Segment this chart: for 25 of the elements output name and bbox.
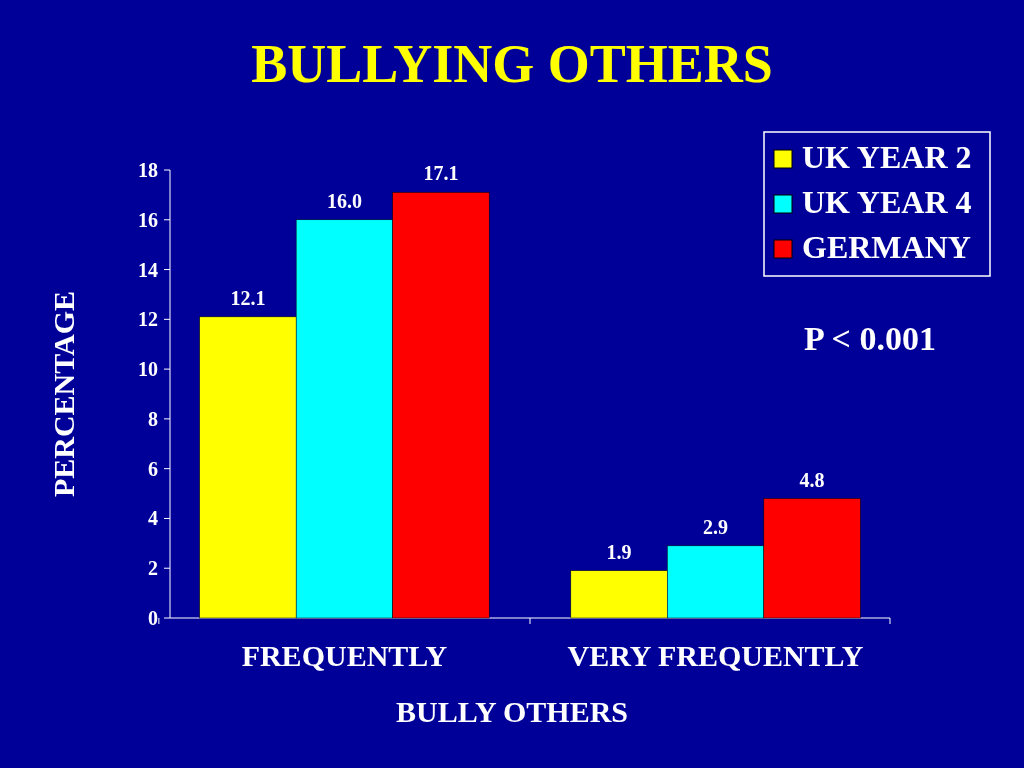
x-tick-label: FREQUENTLY	[241, 639, 448, 672]
legend-label: GERMANY	[802, 229, 971, 265]
x-axis-title: BULLY OTHERS	[395, 695, 629, 728]
y-tick-label: 2	[148, 557, 158, 580]
y-tick-label: 12	[138, 308, 158, 331]
data-label: 16.0	[326, 189, 362, 212]
legend-label: UK YEAR 2	[802, 139, 972, 175]
y-tick-label: 10	[138, 358, 158, 381]
y-tick-label: 14	[138, 258, 158, 281]
x-tick-label: VERY FREQUENTLY	[567, 639, 864, 672]
y-tick-label: 4	[148, 507, 158, 530]
data-label: 2.9	[703, 515, 729, 538]
data-label: 4.8	[799, 468, 825, 491]
data-label: 1.9	[606, 540, 632, 563]
annotation: P < 0.001	[804, 320, 936, 357]
data-label: 12.1	[230, 286, 266, 309]
y-axis-title: PERCENTAGE	[47, 290, 80, 498]
chart-title: BULLYING OTHERS	[251, 34, 773, 94]
legend-label: UK YEAR 4	[802, 184, 972, 220]
y-tick-label: 16	[138, 208, 158, 231]
y-tick-label: 8	[148, 407, 158, 430]
y-tick-label: 18	[138, 159, 158, 181]
data-label: 17.1	[423, 162, 459, 185]
y-tick-label: 6	[148, 457, 158, 480]
y-tick-label: 0	[148, 607, 158, 629]
